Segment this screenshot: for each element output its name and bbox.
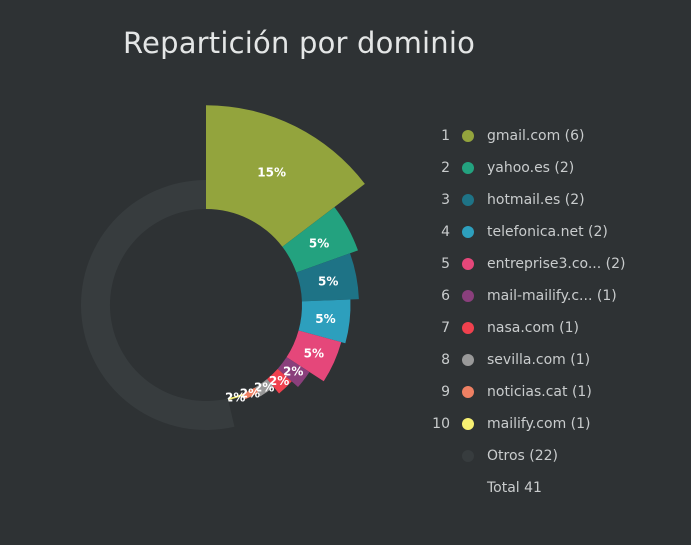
slice-8[interactable] <box>255 379 274 397</box>
legend-color-dot <box>462 226 474 238</box>
legend-rank: 8 <box>441 352 450 368</box>
slice-9[interactable] <box>241 387 259 400</box>
legend-item[interactable]: Otros (22) <box>426 444 686 476</box>
slice-3[interactable] <box>296 253 359 302</box>
legend-color-dot <box>462 322 474 334</box>
legend-item[interactable]: 4 telefonica.net (2) <box>426 220 686 252</box>
donut-chart: 15%5%5%5%5%2%2%2%2%2% <box>80 105 365 430</box>
legend-label: Otros (22) <box>487 448 559 464</box>
legend-rank: 9 <box>441 384 450 400</box>
slice-label-8: 2% <box>254 381 274 395</box>
legend-rank: 1 <box>441 128 450 144</box>
legend-item[interactable]: 7 nasa.com (1) <box>426 316 686 348</box>
legend: 1 gmail.com (6) 2 yahoo.es (2) 3 hotmail.es (… <box>426 124 686 508</box>
legend-color-dot <box>462 290 474 302</box>
slice-4[interactable] <box>298 299 351 344</box>
legend-color-dot <box>462 162 474 174</box>
slice-label-9: 2% <box>240 387 260 401</box>
legend-color-dot <box>462 418 474 430</box>
slice-otros[interactable] <box>80 179 235 430</box>
legend-color-dot <box>462 354 474 366</box>
slice-label-4: 5% <box>315 312 335 326</box>
slice-7[interactable] <box>267 368 292 394</box>
legend-label: entreprise3.co... (2) <box>487 256 626 272</box>
legend-label: mail-mailify.c... (1) <box>487 288 617 304</box>
slice-6[interactable] <box>277 357 310 387</box>
legend-item[interactable]: 9 noticias.cat (1) <box>426 380 686 412</box>
slice-label-2: 5% <box>309 236 329 250</box>
legend-color-dot <box>462 258 474 270</box>
legend-color-dot <box>462 450 474 462</box>
slice-label-7: 2% <box>269 374 289 388</box>
slice-1[interactable] <box>206 105 365 247</box>
legend-color-dot <box>462 194 474 206</box>
slice-label-3: 5% <box>318 274 338 288</box>
slice-2[interactable] <box>282 207 358 273</box>
legend-rank: 2 <box>441 160 450 176</box>
legend-label: nasa.com (1) <box>487 320 579 336</box>
legend-rank: 5 <box>441 256 450 272</box>
slice-label-10: 2% <box>225 390 245 404</box>
legend-color-dot <box>462 386 474 398</box>
legend-label: hotmail.es (2) <box>487 192 585 208</box>
legend-item[interactable]: 5 entreprise3.co... (2) <box>426 252 686 284</box>
legend-label: telefonica.net (2) <box>487 224 608 240</box>
slice-10[interactable] <box>227 394 243 401</box>
legend-label: noticias.cat (1) <box>487 384 592 400</box>
legend-item[interactable]: 3 hotmail.es (2) <box>426 188 686 220</box>
slice-5[interactable] <box>286 330 342 382</box>
legend-rank: 3 <box>441 192 450 208</box>
legend-label: mailify.com (1) <box>487 416 591 432</box>
legend-label: gmail.com (6) <box>487 128 585 144</box>
legend-item[interactable]: 8 sevilla.com (1) <box>426 348 686 380</box>
slice-label-1: 15% <box>257 165 286 179</box>
legend-rank: 7 <box>441 320 450 336</box>
legend-item[interactable]: 1 gmail.com (6) <box>426 124 686 156</box>
legend-total: Total 41 <box>487 480 542 496</box>
chart-title: Repartición por dominio <box>123 26 476 60</box>
legend-item[interactable]: 6 mail-mailify.c... (1) <box>426 284 686 316</box>
slice-label-5: 5% <box>304 346 324 360</box>
legend-label: yahoo.es (2) <box>487 160 575 176</box>
slice-label-6: 2% <box>283 364 303 378</box>
legend-color-dot <box>462 130 474 142</box>
legend-label: sevilla.com (1) <box>487 352 591 368</box>
legend-item[interactable]: 2 yahoo.es (2) <box>426 156 686 188</box>
legend-rank: 4 <box>441 224 450 240</box>
legend-item[interactable]: 10 mailify.com (1) <box>426 412 686 444</box>
legend-rank: 10 <box>432 416 450 432</box>
legend-total-row: Total 41 <box>426 476 686 508</box>
legend-rank: 6 <box>441 288 450 304</box>
